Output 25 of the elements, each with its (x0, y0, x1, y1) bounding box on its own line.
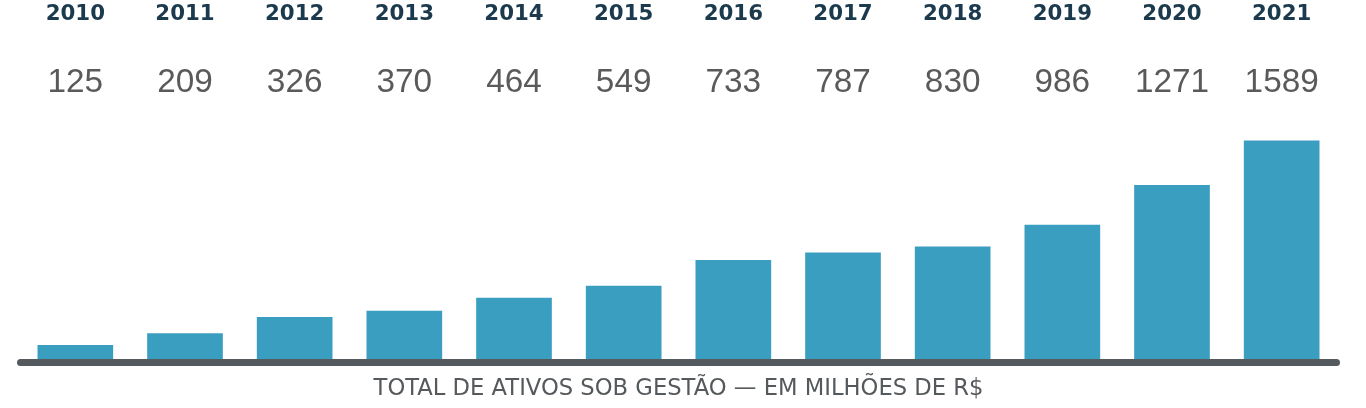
x-tick-label: 2018 (922, 0, 983, 25)
x-tick-label: 2014 (484, 0, 544, 25)
x-tick-label: 2013 (374, 0, 435, 25)
data-label: 830 (924, 62, 981, 100)
x-tick-label: 2021 (1251, 0, 1312, 25)
data-label: 986 (1034, 62, 1091, 100)
x-tick-label: 2020 (1142, 0, 1202, 25)
data-label: 370 (376, 62, 433, 100)
data-label: 125 (47, 62, 104, 100)
data-label: 464 (486, 62, 542, 100)
data-label: 549 (595, 62, 652, 100)
data-label: 1589 (1244, 62, 1319, 100)
data-label: 787 (815, 62, 871, 100)
x-tick-label: 2012 (264, 0, 325, 25)
x-tick-label: 2010 (45, 0, 106, 25)
data-label: 733 (705, 62, 762, 100)
data-label: 209 (157, 62, 213, 100)
x-tick-label: 2017 (813, 0, 873, 25)
data-label: 326 (266, 62, 323, 100)
x-tick-label: 2016 (703, 0, 764, 25)
x-tick-label: 2011 (155, 0, 215, 25)
x-tick-label: 2015 (593, 0, 654, 25)
data-label: 1271 (1134, 62, 1210, 100)
x-tick-label: 2019 (1032, 0, 1093, 25)
text: TOTAL DE ATIVOS SOB GESTÃO — EM MILHÕES DE R$ (372, 371, 984, 400)
